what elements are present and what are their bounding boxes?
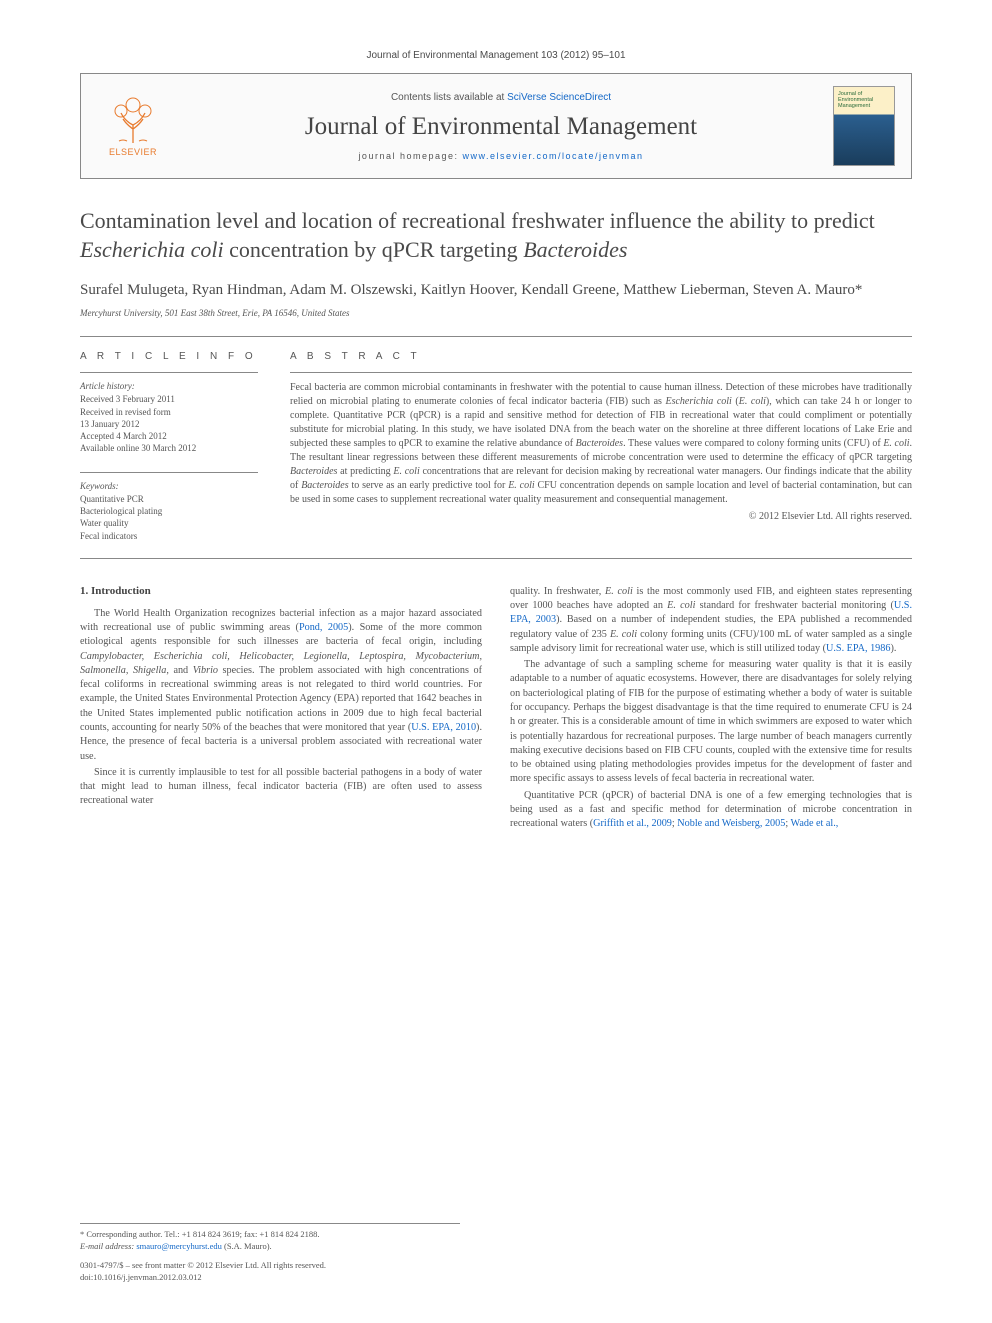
para-3: quality. In freshwater, E. coli is the m… bbox=[510, 585, 912, 656]
journal-name: Journal of Environmental Management bbox=[169, 113, 833, 141]
section-1-heading: 1. Introduction bbox=[80, 585, 482, 597]
running-header: Journal of Environmental Management 103 … bbox=[80, 50, 912, 61]
history-label: Article history: bbox=[80, 381, 258, 391]
masthead-center: Contents lists available at SciVerse Sci… bbox=[169, 92, 833, 161]
abs-t14: Bacteroides bbox=[301, 480, 348, 491]
abs-t12: E. coli bbox=[393, 466, 419, 477]
cover-thumb-title: Journal of Environmental Management bbox=[838, 91, 890, 109]
homepage-link[interactable]: www.elsevier.com/locate/jenvman bbox=[463, 151, 644, 161]
authors-line: Surafel Mulugeta, Ryan Hindman, Adam M. … bbox=[80, 280, 912, 300]
issn-doi-block: 0301-4797/$ – see front matter © 2012 El… bbox=[80, 1260, 460, 1283]
title-part-1: Contamination level and location of recr… bbox=[80, 208, 875, 233]
title-part-3: concentration by qPCR targeting bbox=[224, 237, 524, 262]
p3-t4: E. coli bbox=[667, 600, 695, 611]
contents-available-line: Contents lists available at SciVerse Sci… bbox=[169, 92, 833, 103]
affiliation: Mercyhurst University, 501 East 38th Str… bbox=[80, 308, 912, 318]
abstract-block: A B S T R A C T Fecal bacteria are commo… bbox=[290, 351, 912, 541]
rule-bottom-meta bbox=[80, 558, 912, 559]
doi-line: doi:10.1016/j.jenvman.2012.03.012 bbox=[80, 1272, 460, 1283]
para-4: The advantage of such a sampling scheme … bbox=[510, 658, 912, 787]
abs-t2: Escherichia coli bbox=[665, 396, 731, 407]
abs-t3: ( bbox=[732, 396, 739, 407]
p3-t2: E. coli bbox=[605, 586, 633, 597]
elsevier-logo: ELSEVIER bbox=[97, 87, 169, 165]
p1-t6: Vibrio bbox=[193, 665, 218, 676]
keyword-0: Quantitative PCR bbox=[80, 493, 258, 505]
keyword-2: Water quality bbox=[80, 517, 258, 529]
abstract-text: Fecal bacteria are common microbial cont… bbox=[290, 381, 912, 507]
journal-homepage-line: journal homepage: www.elsevier.com/locat… bbox=[169, 151, 833, 161]
title-italic-bacteroides: Bacteroides bbox=[523, 237, 627, 262]
history-line-3: Accepted 4 March 2012 bbox=[80, 430, 258, 442]
issn-line: 0301-4797/$ – see front matter © 2012 El… bbox=[80, 1260, 460, 1271]
homepage-prefix: journal homepage: bbox=[358, 151, 462, 161]
article-info-block: A R T I C L E I N F O Article history: R… bbox=[80, 351, 258, 541]
contents-prefix: Contents lists available at bbox=[391, 92, 507, 103]
sciverse-link[interactable]: SciVerse ScienceDirect bbox=[507, 92, 611, 103]
email-link[interactable]: smauro@mercyhurst.edu bbox=[136, 1241, 222, 1251]
abs-t6: Bacteroides bbox=[576, 438, 623, 449]
article-info-heading: A R T I C L E I N F O bbox=[80, 351, 258, 362]
p1-link-pond[interactable]: Pond, 2005 bbox=[299, 622, 348, 633]
p5-link-wade[interactable]: Wade et al., bbox=[791, 818, 839, 829]
history-line-4: Available online 30 March 2012 bbox=[80, 442, 258, 454]
keywords-label: Keywords: bbox=[80, 481, 258, 491]
email-line: E-mail address: smauro@mercyhurst.edu (S… bbox=[80, 1241, 460, 1252]
p3-t8: E. coli bbox=[610, 629, 637, 640]
body-columns: 1. Introduction The World Health Organiz… bbox=[80, 585, 912, 834]
email-tail: (S.A. Mauro). bbox=[222, 1241, 272, 1251]
keywords-block: Keywords: Quantitative PCR Bacteriologic… bbox=[80, 472, 258, 542]
column-left: 1. Introduction The World Health Organiz… bbox=[80, 585, 482, 834]
p3-t1: quality. In freshwater, bbox=[510, 586, 605, 597]
abs-t15: to serve as an early predictive tool for bbox=[349, 480, 509, 491]
column-right: quality. In freshwater, E. coli is the m… bbox=[510, 585, 912, 834]
history-line-2: 13 January 2012 bbox=[80, 418, 258, 430]
abs-t11: at predicting bbox=[337, 466, 393, 477]
p1-link-epa2010[interactable]: U.S. EPA, 2010 bbox=[411, 722, 476, 733]
elsevier-tree-icon bbox=[105, 95, 161, 145]
history-line-1: Received in revised form bbox=[80, 406, 258, 418]
elsevier-wordmark: ELSEVIER bbox=[109, 147, 157, 157]
email-label: E-mail address: bbox=[80, 1241, 136, 1251]
rule-abstract bbox=[290, 372, 912, 373]
rule-kw bbox=[80, 472, 258, 473]
p5-link-noble[interactable]: Noble and Weisberg, 2005 bbox=[677, 818, 785, 829]
rule-info bbox=[80, 372, 258, 373]
p1-t5: , and bbox=[166, 665, 192, 676]
abs-t4: E. coli bbox=[739, 396, 766, 407]
para-5: Quantitative PCR (qPCR) of bacterial DNA… bbox=[510, 789, 912, 832]
journal-cover-thumbnail: Journal of Environmental Management bbox=[833, 86, 895, 166]
title-italic-ecoli: Escherichia coli bbox=[80, 237, 224, 262]
corresponding-author: * Corresponding author. Tel.: +1 814 824… bbox=[80, 1229, 460, 1240]
p3-t5: standard for freshwater bacterial monito… bbox=[695, 600, 893, 611]
p5-link-griffith[interactable]: Griffith et al., 2009 bbox=[593, 818, 672, 829]
article-title: Contamination level and location of recr… bbox=[80, 207, 912, 264]
abs-t7: . These values were compared to colony f… bbox=[623, 438, 883, 449]
history-line-0: Received 3 February 2011 bbox=[80, 393, 258, 405]
abs-t8: E. coli bbox=[883, 438, 909, 449]
para-2: Since it is currently implausible to tes… bbox=[80, 766, 482, 809]
article-meta-row: A R T I C L E I N F O Article history: R… bbox=[80, 337, 912, 557]
abs-t10: Bacteroides bbox=[290, 466, 337, 477]
para-1: The World Health Organization recognizes… bbox=[80, 607, 482, 764]
abs-t16: E. coli bbox=[508, 480, 534, 491]
footnotes-block: * Corresponding author. Tel.: +1 814 824… bbox=[80, 1223, 460, 1283]
p3-t11: ). bbox=[890, 643, 896, 654]
keyword-1: Bacteriological plating bbox=[80, 505, 258, 517]
abstract-heading: A B S T R A C T bbox=[290, 351, 912, 362]
copyright-line: © 2012 Elsevier Ltd. All rights reserved… bbox=[290, 511, 912, 522]
journal-masthead: ELSEVIER Contents lists available at Sci… bbox=[80, 73, 912, 179]
keyword-3: Fecal indicators bbox=[80, 530, 258, 542]
p3-link-epa1986[interactable]: U.S. EPA, 1986 bbox=[826, 643, 890, 654]
